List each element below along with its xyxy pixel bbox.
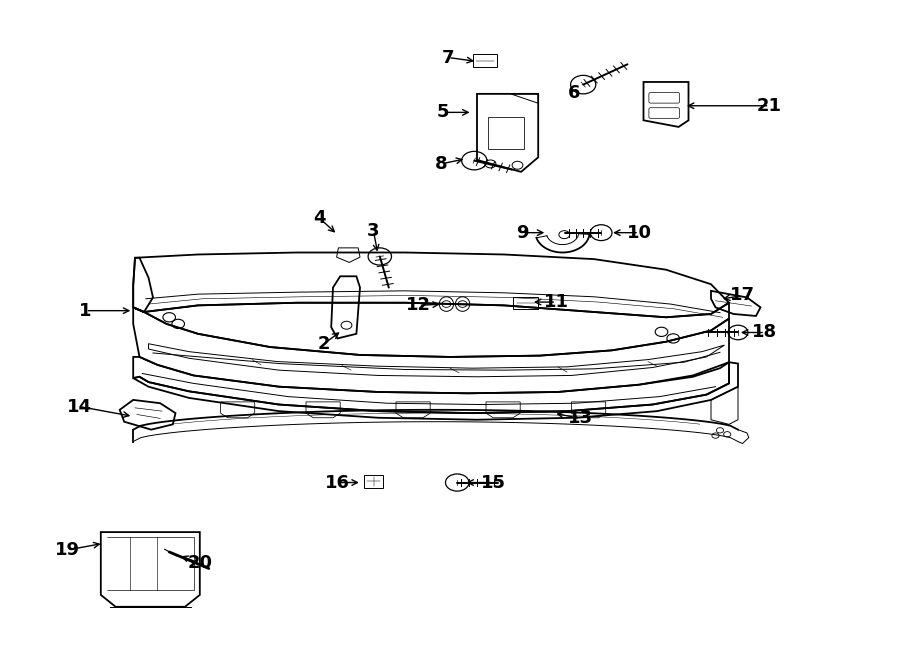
Text: 11: 11: [544, 293, 569, 311]
Text: 20: 20: [187, 554, 212, 572]
Text: 6: 6: [568, 83, 580, 102]
Text: 16: 16: [325, 473, 350, 492]
Text: 14: 14: [67, 397, 92, 416]
Text: 7: 7: [442, 48, 454, 67]
Text: 1: 1: [79, 301, 92, 320]
Text: 17: 17: [730, 286, 755, 305]
Text: 5: 5: [436, 103, 449, 122]
Text: 10: 10: [626, 223, 652, 242]
Text: 18: 18: [752, 323, 778, 342]
Text: 15: 15: [481, 473, 506, 492]
Text: 19: 19: [55, 541, 80, 559]
Text: 9: 9: [516, 223, 528, 242]
Text: 12: 12: [406, 296, 431, 315]
Text: 21: 21: [757, 97, 782, 115]
Text: 2: 2: [318, 334, 330, 353]
Text: 8: 8: [435, 155, 447, 173]
Text: 13: 13: [568, 409, 593, 428]
Text: 4: 4: [313, 209, 326, 227]
Text: 3: 3: [367, 222, 380, 241]
